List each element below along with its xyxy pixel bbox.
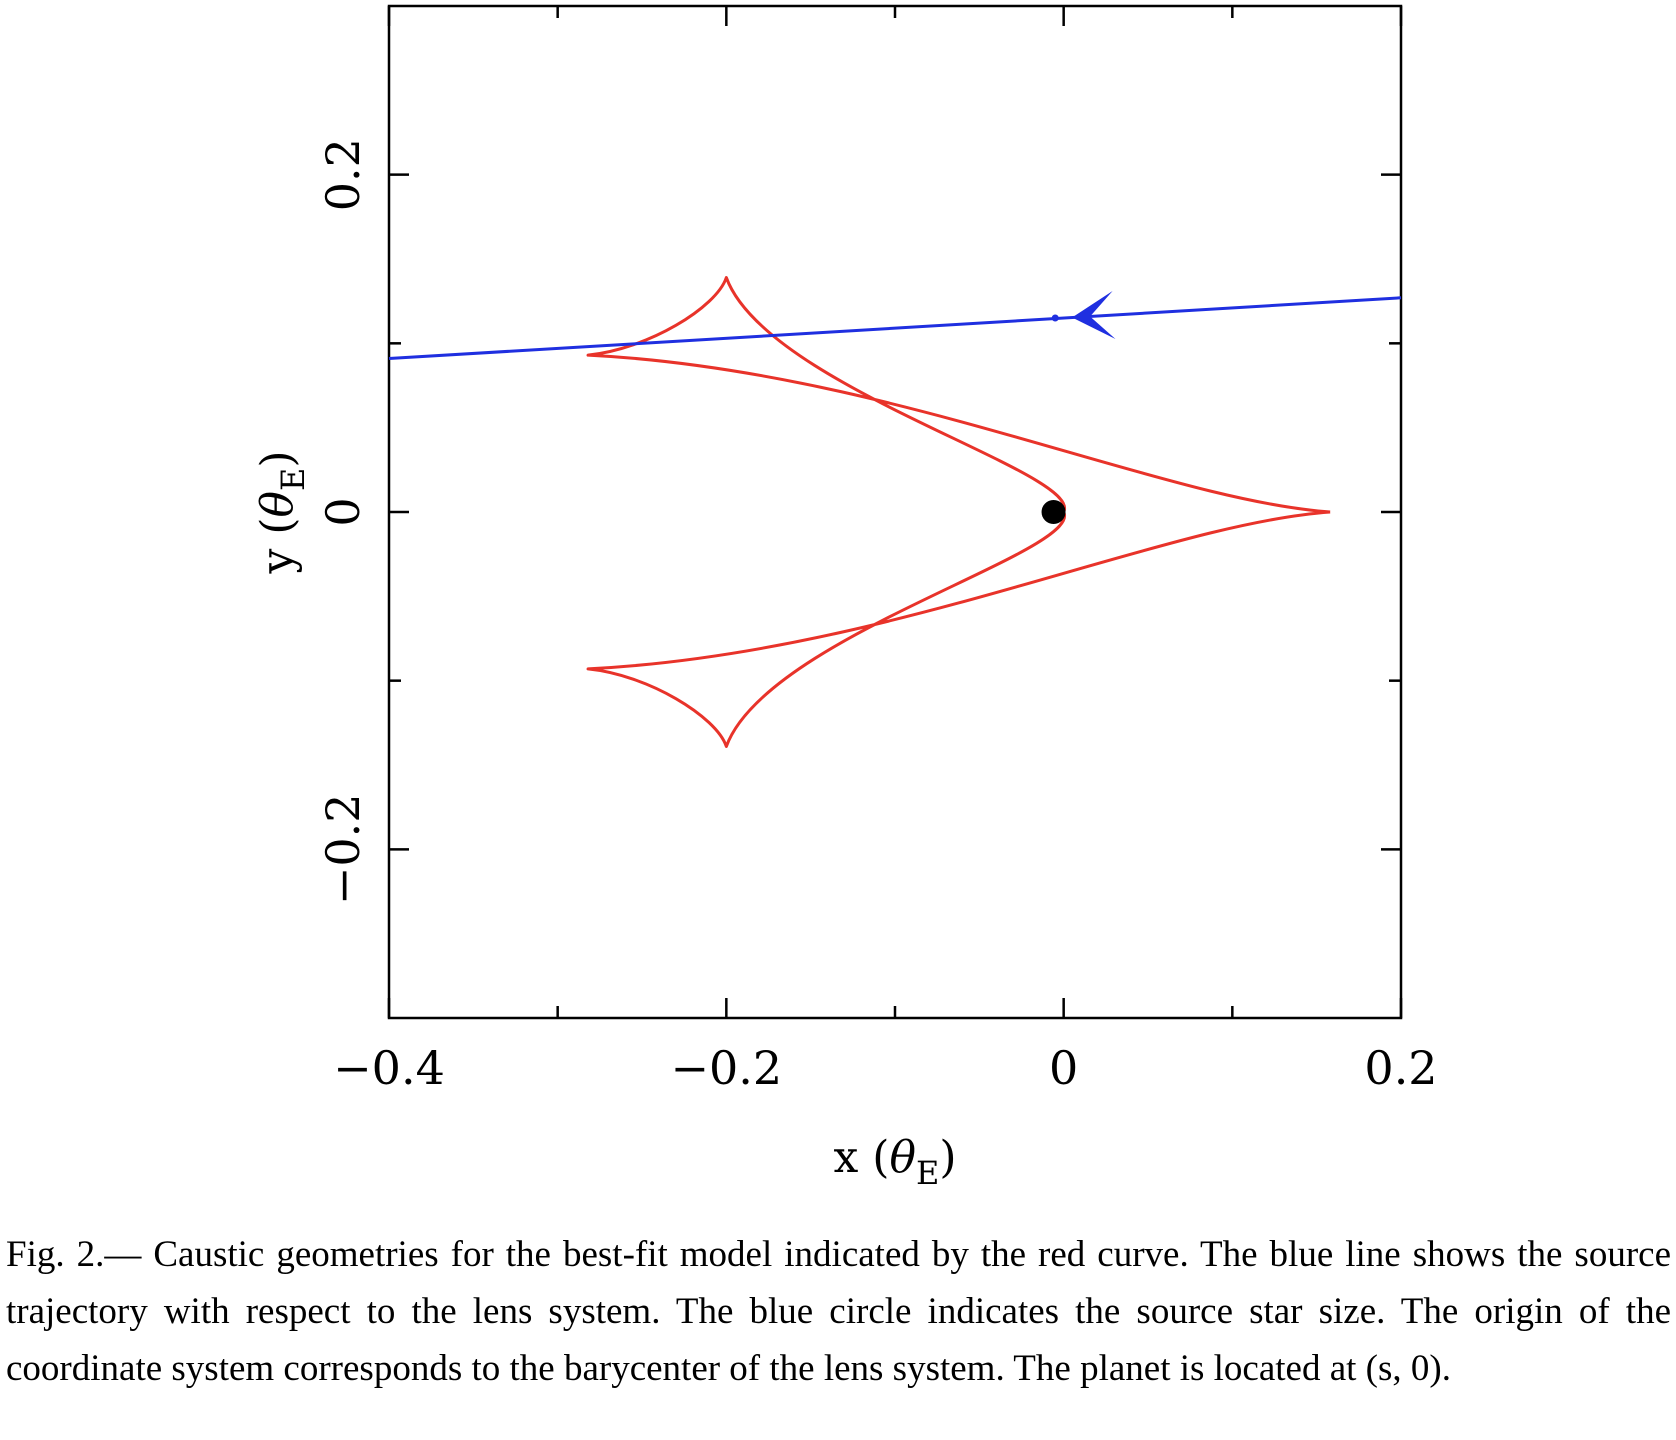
caustic-curve <box>586 276 1331 748</box>
x-tick-label: 0 <box>1049 1041 1078 1095</box>
source-star-circle <box>1051 314 1059 322</box>
source-trajectory-line <box>388 296 1402 361</box>
tick-labels: −0.4 −0.2 0 0.2 −0.2 0 0.2 <box>316 138 1438 1095</box>
trajectory-arrow-icon <box>1072 291 1116 339</box>
figure-caption: Fig. 2.— Caustic geometries for the best… <box>6 1234 1671 1389</box>
y-tick-label: 0 <box>316 497 370 526</box>
x-tick-label: −0.4 <box>333 1041 445 1095</box>
caustic-plot: −0.4 −0.2 0 0.2 −0.2 0 0.2 x (θE) y (θE) <box>252 4 1438 1192</box>
y-axis-label: y (θE) <box>252 450 312 574</box>
x-tick-label: −0.2 <box>670 1041 782 1095</box>
axis-ticks <box>387 6 1403 1018</box>
y-tick-label: 0.2 <box>316 138 370 211</box>
x-axis-label: x (θE) <box>833 1132 956 1192</box>
plot-frame <box>387 4 1403 1020</box>
figure: −0.4 −0.2 0 0.2 −0.2 0 0.2 x (θE) y (θE) <box>252 4 1438 1192</box>
y-tick-label: −0.2 <box>316 793 370 905</box>
x-tick-label: 0.2 <box>1364 1041 1437 1095</box>
lens-center-marker <box>1041 500 1066 524</box>
